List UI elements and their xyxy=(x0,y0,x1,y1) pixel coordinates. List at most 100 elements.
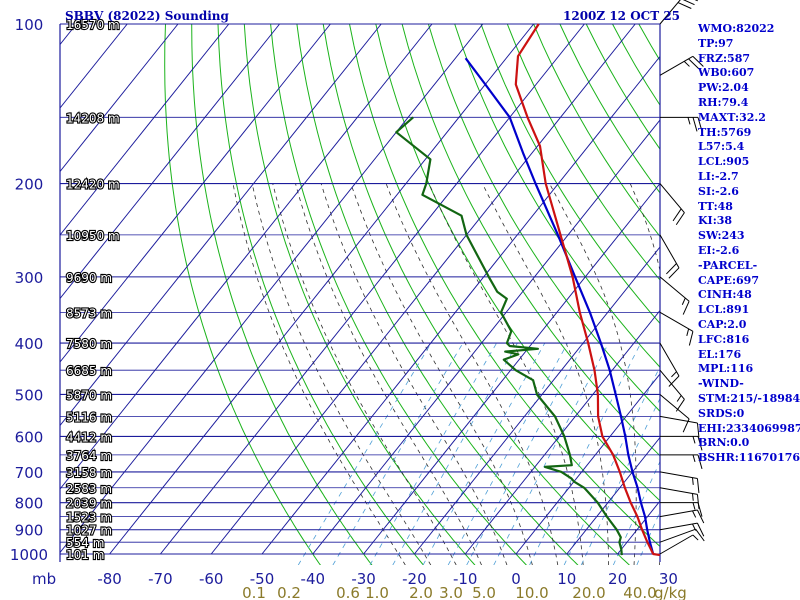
temperature-tick-label: -40 xyxy=(301,570,326,588)
dry-adiabat xyxy=(164,23,321,565)
mixing-ratio-tick-label: 10.0 xyxy=(515,584,548,600)
mixing-ratio-line xyxy=(392,342,518,565)
moist-adiabat xyxy=(482,183,609,565)
dry-adiabat xyxy=(296,23,579,565)
isotherm xyxy=(566,436,660,555)
wind-barb xyxy=(659,0,698,25)
temperature-tick-label: -20 xyxy=(402,570,427,588)
mixing-ratio-line xyxy=(447,342,568,565)
height-label: 2039 m xyxy=(66,497,112,511)
stat-line: CINH:48 xyxy=(698,288,752,302)
parcel-trace-line xyxy=(464,57,655,555)
stat-line: BRN:0.0 xyxy=(698,436,750,450)
temperature-tick-label: -50 xyxy=(250,570,275,588)
dry-adiabat xyxy=(243,23,476,565)
mixing-ratio-unit: g/kg xyxy=(654,584,687,600)
profiles xyxy=(395,23,660,557)
wind-barb xyxy=(659,509,705,524)
moist-adiabat xyxy=(251,183,432,565)
pressure-label-300: 300 xyxy=(15,269,44,287)
mixing-ratio-tick-label: 40.0 xyxy=(623,584,656,600)
pressure-label-800: 800 xyxy=(15,495,44,513)
isotherm xyxy=(210,23,636,555)
height-label: 10950 m xyxy=(66,229,120,243)
mixing-ratio-tick-label: 0.1 xyxy=(242,584,266,600)
height-label: 5870 m xyxy=(66,388,112,402)
wind-barb xyxy=(659,342,680,387)
stat-line: BSHR:1167017668873 xyxy=(698,451,800,465)
moist-adiabat xyxy=(320,183,508,565)
mixing-ratio-line xyxy=(369,342,497,565)
grid xyxy=(59,23,661,562)
temperature-tick-label: 10 xyxy=(557,570,576,588)
isotherm xyxy=(160,23,585,555)
isotherm xyxy=(464,309,660,555)
stat-line: LCL:905 xyxy=(698,155,750,169)
stat-line: TP:97 xyxy=(698,36,734,50)
wind-barb xyxy=(659,183,685,225)
pressure-label-1000: 1000 xyxy=(10,546,48,564)
temperature-tick-label: 20 xyxy=(608,570,627,588)
stat-line: LFC:816 xyxy=(698,332,750,346)
isotherm xyxy=(414,246,660,555)
moist-adiabat xyxy=(385,183,559,565)
mixing-ratio-line xyxy=(422,342,546,565)
mixing-ratio-tick-label: 3.0 xyxy=(439,584,463,600)
sounding-time: 1200Z 12 OCT 25 xyxy=(563,9,680,23)
wind-barb xyxy=(659,415,700,438)
pressure-label-400: 400 xyxy=(15,335,44,353)
height-label: 6685 m xyxy=(66,364,112,378)
height-label: 14208 m xyxy=(66,111,120,125)
pressure-label-500: 500 xyxy=(15,386,44,404)
wind-barb xyxy=(659,534,699,555)
mixing-ratio-line xyxy=(297,342,432,565)
mixing-ratio-line xyxy=(612,460,660,565)
dry-adiabat xyxy=(506,23,660,281)
stat-line: TH:5769 xyxy=(698,125,752,139)
temperature-tick-label: -80 xyxy=(97,570,122,588)
stat-line: EL:176 xyxy=(698,347,742,361)
height-label: 1523 m xyxy=(66,511,112,525)
pressure-label-900: 900 xyxy=(15,522,44,540)
wind-barb xyxy=(659,522,705,537)
wind-barb xyxy=(659,487,700,509)
height-label: 5116 m xyxy=(66,410,112,424)
moist-adiabat xyxy=(350,183,533,565)
moist-adiabat xyxy=(295,183,482,565)
stat-line: TT:48 xyxy=(698,199,733,213)
temperature-tick-label: -10 xyxy=(453,570,478,588)
dry-adiabat xyxy=(349,23,660,548)
moist-adiabat xyxy=(272,183,457,565)
isotherm xyxy=(261,55,660,555)
dry-adiabat xyxy=(191,23,373,565)
chart-title: SBBV (82022) Sounding xyxy=(65,9,230,23)
wind-barb xyxy=(659,234,680,279)
wind-barb xyxy=(659,528,705,543)
moist-adiabat xyxy=(428,183,584,565)
mixing-ratio-tick-label: 1.0 xyxy=(365,584,389,600)
stat-line: RH:79.4 xyxy=(698,95,749,109)
pressure-label-200: 200 xyxy=(15,176,44,194)
mixing-ratio-tick-label: 2.0 xyxy=(409,584,433,600)
temperature-tick-label: -70 xyxy=(148,570,173,588)
dry-adiabat xyxy=(217,23,424,565)
stat-line: KI:38 xyxy=(698,214,733,228)
stat-line: MPL:116 xyxy=(698,362,754,376)
isotherm xyxy=(60,23,433,490)
stat-line: MAXT:32.2 xyxy=(698,110,766,124)
stat-line: SW:243 xyxy=(698,229,745,243)
dry-adiabat xyxy=(322,23,630,565)
height-label: 12420 m xyxy=(66,178,120,192)
stat-line: -WIND- xyxy=(698,377,744,391)
height-label: 554 m xyxy=(66,536,104,550)
stat-line: STM:215/-1898448218 xyxy=(698,391,800,405)
pressure-label-700: 700 xyxy=(15,464,44,482)
wind-barb xyxy=(659,369,685,412)
height-label: 7580 m xyxy=(66,337,112,351)
wind-barb xyxy=(660,502,703,517)
mixing-ratio-line xyxy=(332,342,464,565)
stat-line: EI:-2.6 xyxy=(698,243,740,257)
stat-line: CAP:2.0 xyxy=(698,317,747,331)
isotherm xyxy=(109,23,534,555)
